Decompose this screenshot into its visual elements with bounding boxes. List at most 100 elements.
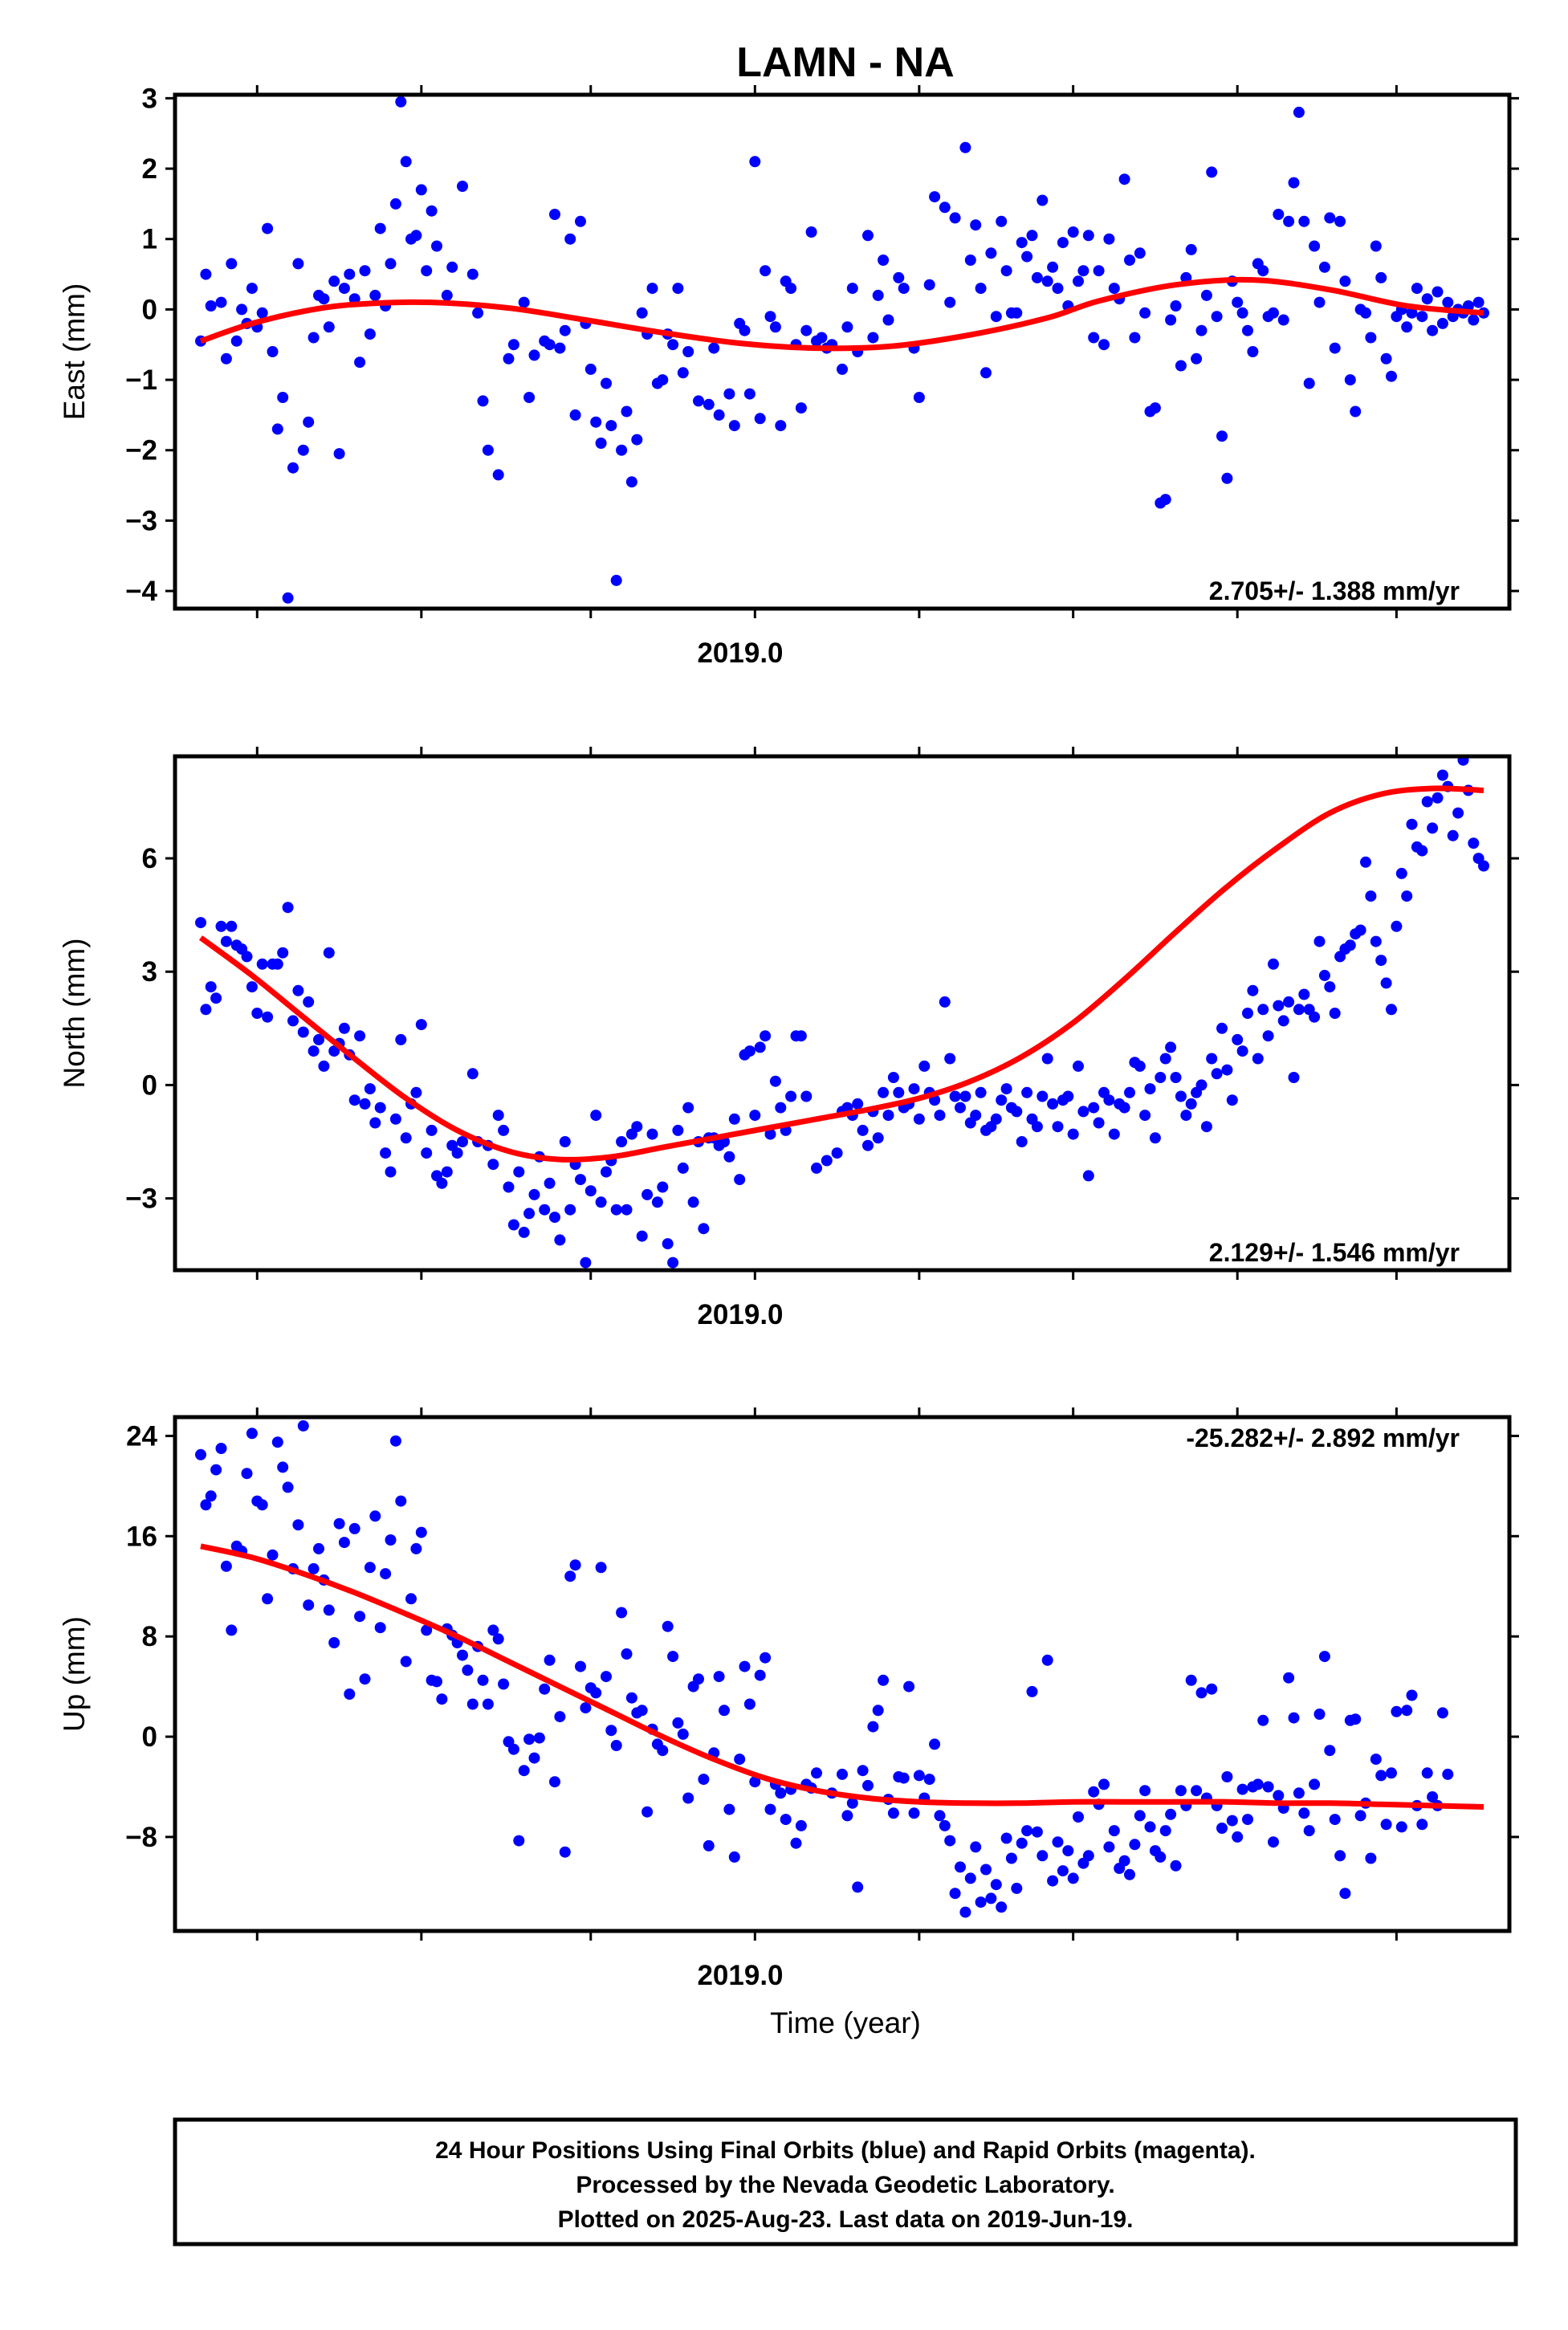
up-point-42 — [410, 1542, 422, 1554]
north-point-159 — [1037, 1090, 1049, 1102]
up-point-53 — [466, 1698, 479, 1710]
east-point-57 — [523, 392, 536, 403]
east-point-60 — [544, 339, 556, 351]
north-point-235 — [1427, 822, 1439, 834]
up-ytick-labels: −8 0 8 16 24 — [125, 1420, 157, 1853]
north-point-105 — [743, 1045, 755, 1057]
north-point-109 — [764, 1128, 776, 1140]
east-point-137 — [990, 311, 1002, 323]
up-point-209 — [1283, 1672, 1295, 1684]
north-point-231 — [1406, 818, 1418, 830]
east-point-132 — [964, 255, 976, 266]
up-point-144 — [949, 1888, 961, 1900]
up-point-4 — [215, 1443, 227, 1454]
north-point-167 — [1077, 1106, 1089, 1118]
up-point-81 — [610, 1740, 622, 1751]
east-point-62 — [554, 342, 566, 354]
up-point-103 — [723, 1803, 735, 1815]
up-point-36 — [380, 1568, 392, 1580]
north-point-108 — [760, 1030, 772, 1042]
north-point-172 — [1103, 1094, 1115, 1106]
up-point-212 — [1298, 1807, 1310, 1819]
east-point-149 — [1052, 283, 1064, 295]
north-point-2 — [205, 981, 217, 993]
east-point-84 — [667, 339, 679, 351]
north-point-214 — [1318, 969, 1330, 981]
east-point-106 — [795, 402, 807, 414]
north-point-116 — [800, 1090, 813, 1102]
up-point-44 — [421, 1624, 433, 1636]
north-point-203 — [1262, 1030, 1274, 1042]
east-point-214 — [1386, 370, 1397, 382]
east-point-66 — [575, 215, 586, 227]
up-point-19 — [292, 1519, 304, 1531]
east-point-19 — [297, 444, 309, 456]
north-point-240 — [1452, 807, 1464, 819]
up-point-223 — [1354, 1810, 1366, 1822]
up-point-196 — [1216, 1823, 1228, 1834]
north-point-190 — [1195, 1079, 1208, 1091]
east-point-187 — [1247, 346, 1259, 357]
up-point-201 — [1242, 1814, 1253, 1826]
up-point-161 — [1037, 1850, 1049, 1862]
north-point-140 — [939, 996, 951, 1008]
north-point-106 — [749, 1110, 761, 1122]
east-point-135 — [980, 367, 992, 379]
up-point-188 — [1175, 1785, 1187, 1797]
up-point-182 — [1144, 1821, 1156, 1833]
east-point-189 — [1257, 265, 1269, 277]
north-point-225 — [1375, 955, 1387, 967]
up-point-123 — [841, 1810, 853, 1822]
up-point-59 — [498, 1678, 510, 1690]
up-point-124 — [846, 1797, 858, 1809]
east-xtick-label: 2019.0 — [697, 637, 783, 669]
east-point-18 — [292, 258, 304, 270]
north-point-31 — [354, 1030, 366, 1042]
up-point-159 — [1026, 1685, 1038, 1697]
up-point-106 — [739, 1660, 751, 1672]
north-point-183 — [1159, 1053, 1171, 1065]
east-point-122 — [893, 271, 905, 283]
north-point-5 — [220, 935, 232, 947]
up-points — [195, 1420, 1454, 1918]
up-point-174 — [1103, 1841, 1115, 1853]
north-ytick-label-0: −3 — [125, 1183, 157, 1215]
east-point-229 — [1462, 300, 1474, 312]
up-point-14 — [267, 1549, 279, 1561]
up-point-110 — [760, 1652, 772, 1664]
north-point-184 — [1165, 1041, 1177, 1053]
north-ytick-labels: −3 0 3 6 — [125, 843, 157, 1215]
up-point-149 — [975, 1896, 987, 1908]
up-point-215 — [1313, 1709, 1326, 1720]
up-point-116 — [790, 1837, 802, 1849]
north-point-206 — [1277, 1015, 1289, 1027]
up-point-150 — [980, 1864, 992, 1876]
east-point-53 — [492, 469, 504, 481]
east-point-58 — [528, 349, 540, 361]
east-ytick-label-5: 1 — [142, 224, 157, 255]
north-point-91 — [672, 1124, 684, 1136]
east-point-133 — [970, 219, 982, 231]
east-point-209 — [1360, 307, 1371, 319]
up-point-163 — [1047, 1875, 1059, 1887]
east-point-41 — [410, 230, 422, 242]
east-point-168 — [1149, 402, 1161, 414]
east-point-194 — [1283, 215, 1295, 227]
north-point-17 — [282, 902, 294, 914]
north-point-55 — [487, 1159, 499, 1171]
east-point-160 — [1108, 283, 1120, 295]
up-point-99 — [703, 1839, 715, 1851]
north-point-101 — [723, 1151, 735, 1163]
east-point-153 — [1073, 275, 1084, 287]
up-point-55 — [477, 1674, 489, 1686]
up-point-146 — [959, 1906, 971, 1918]
north-xtick-label: 2019.0 — [697, 1299, 783, 1330]
north-point-74 — [584, 1185, 597, 1197]
east-point-2 — [205, 300, 217, 312]
up-point-226 — [1370, 1754, 1382, 1766]
up-point-35 — [374, 1622, 386, 1634]
east-point-17 — [287, 462, 299, 474]
east-point-74 — [616, 444, 628, 456]
east-point-139 — [1000, 265, 1012, 277]
east-point-131 — [959, 141, 971, 153]
